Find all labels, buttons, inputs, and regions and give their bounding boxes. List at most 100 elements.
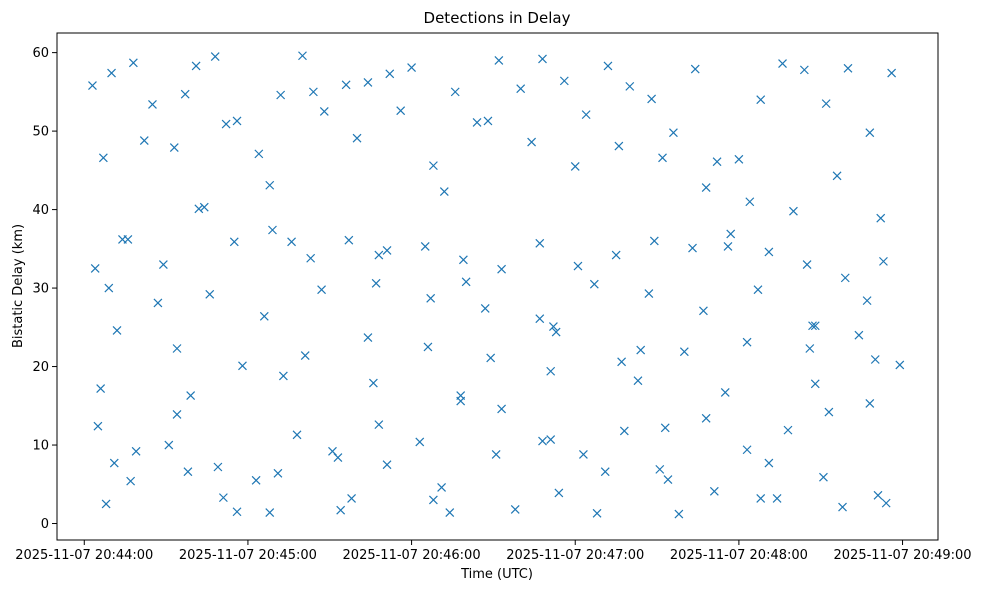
data-point: [873, 490, 883, 500]
data-point: [756, 493, 766, 503]
data-point: [625, 81, 635, 91]
data-point: [423, 342, 433, 352]
data-point: [802, 260, 812, 269]
data-point: [679, 347, 689, 357]
data-point: [232, 116, 242, 126]
data-point: [600, 467, 610, 477]
data-point: [819, 472, 828, 482]
y-tick-label: 40: [32, 203, 49, 218]
data-point: [663, 475, 673, 484]
data-point: [183, 467, 193, 477]
data-point: [546, 435, 556, 444]
data-point: [104, 283, 114, 293]
data-point: [772, 493, 782, 503]
data-point: [437, 482, 447, 492]
y-tick-label: 30: [32, 282, 49, 297]
data-point: [186, 391, 196, 401]
data-point: [336, 505, 346, 515]
data-point: [824, 407, 834, 417]
data-point: [199, 202, 209, 212]
data-point: [527, 137, 537, 147]
data-point: [723, 242, 733, 251]
y-axis: 0 10 20 30 40 50 60: [32, 46, 57, 532]
data-point: [764, 458, 774, 468]
data-point: [895, 360, 905, 370]
y-tick-label: 10: [32, 439, 49, 454]
data-point: [821, 99, 831, 109]
data-point: [319, 107, 329, 116]
data-point: [674, 509, 684, 519]
x-tick-label: 2025-11-07 20:47:00: [506, 548, 644, 563]
data-point: [592, 508, 602, 518]
data-point: [374, 420, 384, 430]
data-point: [701, 183, 711, 193]
data-point: [789, 206, 798, 216]
data-point: [742, 337, 752, 347]
data-point: [96, 384, 106, 393]
data-point: [832, 171, 842, 181]
data-point: [131, 446, 141, 456]
data-point: [428, 161, 438, 171]
data-point: [510, 504, 520, 514]
data-point: [265, 180, 275, 190]
data-point: [292, 430, 302, 440]
data-point: [300, 351, 310, 360]
data-point: [546, 366, 556, 376]
data-point: [538, 436, 547, 446]
data-point: [238, 361, 247, 371]
data-point: [139, 136, 149, 145]
data-point: [712, 157, 722, 167]
data-point: [287, 237, 296, 247]
data-point: [879, 256, 888, 266]
data-point: [494, 56, 504, 65]
data-point: [497, 264, 507, 274]
data-point: [128, 58, 138, 68]
data-point: [865, 399, 875, 408]
data-point: [764, 247, 774, 257]
data-point: [690, 64, 700, 74]
data-point: [93, 421, 103, 431]
data-point: [808, 321, 817, 331]
data-point: [251, 475, 261, 485]
data-point: [726, 229, 736, 239]
data-point: [548, 322, 558, 331]
data-point: [273, 468, 283, 478]
plot-area: [56, 32, 939, 541]
data-point: [172, 344, 182, 353]
data-point: [98, 153, 108, 163]
data-point: [148, 99, 157, 109]
data-point: [854, 330, 864, 340]
data-point: [445, 508, 455, 517]
chart-title: Detections in Delay: [424, 9, 571, 27]
data-point: [756, 95, 766, 105]
data-point: [720, 388, 730, 397]
data-point: [458, 255, 468, 265]
data-point: [881, 498, 891, 508]
data-point: [578, 450, 588, 459]
data-point: [298, 51, 307, 61]
data-point: [109, 458, 119, 468]
data-point: [374, 250, 384, 260]
data-point: [491, 450, 501, 459]
data-point: [573, 261, 583, 271]
data-point: [783, 425, 793, 435]
data-point: [497, 404, 507, 414]
data-point: [123, 234, 133, 244]
data-point: [278, 371, 288, 381]
data-point: [218, 493, 228, 503]
y-tick-label: 20: [32, 360, 49, 375]
data-point: [810, 321, 820, 331]
data-point: [396, 106, 406, 116]
data-point: [439, 187, 449, 196]
x-tick-label: 2025-11-07 20:48:00: [670, 548, 808, 563]
data-point: [385, 69, 395, 79]
data-point: [589, 279, 599, 289]
data-point: [734, 154, 744, 164]
data-point: [317, 285, 326, 295]
data-point: [554, 488, 564, 498]
data-point: [259, 311, 269, 321]
data-point: [644, 289, 654, 298]
data-point: [363, 78, 373, 87]
data-point: [535, 314, 545, 324]
data-point: [461, 277, 471, 287]
